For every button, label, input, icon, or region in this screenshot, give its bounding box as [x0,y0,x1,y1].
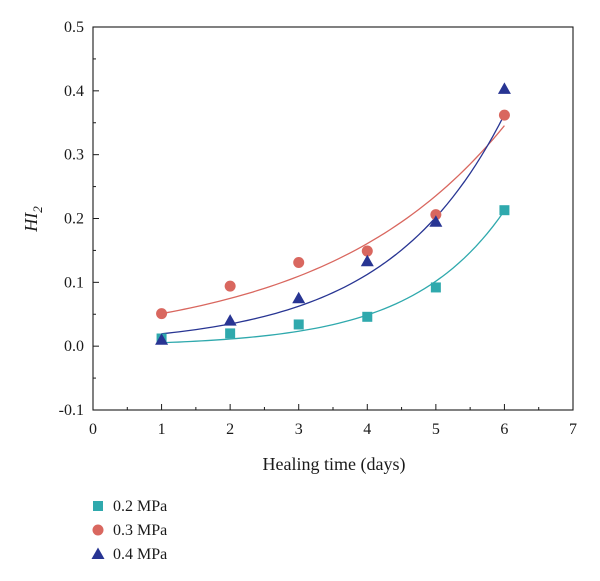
y-tick-label: 0.1 [64,274,84,291]
legend-marker [93,501,103,511]
data-point [430,282,441,293]
legend-marker [92,524,104,536]
plot-frame [92,26,574,411]
x-axis-ticks: 0 1 2 3 4 5 6 7 [89,404,577,438]
legend-label: 0.4 MPa [113,546,167,563]
data-point [498,109,510,121]
x-tick-label: 5 [432,421,440,438]
x-tick-label: 2 [226,421,234,438]
x-axis-title: Healing time (days) [263,454,406,475]
data-point [293,319,304,330]
y-tick-label: 0.5 [64,19,84,36]
y-axis-title-subscript: 2 [30,206,45,213]
legend-label: 0.3 MPa [113,522,167,539]
x-tick-label: 3 [295,421,303,438]
x-tick-label: 0 [89,421,97,438]
data-point [362,311,373,322]
y-axis-ticks: -0.1 0.0 0.1 0.2 0.3 0.4 0.5 [59,19,99,419]
data-markers [155,82,511,345]
data-point [497,82,511,94]
data-point [430,209,442,221]
data-point [225,328,236,339]
y-axis-title-main: HI [21,212,41,233]
y-tick-label: 0.0 [64,338,84,355]
y-axis-title: HI2 [21,206,45,233]
data-point [223,314,237,326]
x-tick-label: 7 [569,421,577,438]
data-point [360,254,374,267]
y-tick-label: 0.3 [64,147,84,164]
fit-curve [161,114,506,335]
fit-lines [161,114,506,344]
data-point [156,308,168,320]
y-tick-label: 0.4 [64,83,84,100]
data-point [292,291,306,304]
x-tick-label: 1 [158,421,166,438]
data-point [361,245,373,257]
y-tick-label: 0.2 [64,211,84,228]
data-point [293,257,305,269]
x-tick-label: 6 [500,421,508,438]
x-tick-label: 4 [363,421,371,438]
data-point [429,215,443,227]
data-point [499,205,510,216]
data-point [155,333,169,345]
legend: 0.2 MPa 0.3 MPa 0.4 MPa [91,498,167,563]
fit-curve [161,125,505,315]
legend-marker [91,547,105,559]
plot-area-border [92,26,574,411]
data-point [224,280,236,292]
y-tick-label: -0.1 [59,402,84,419]
fit-curve [161,210,505,344]
legend-label: 0.2 MPa [113,498,167,515]
